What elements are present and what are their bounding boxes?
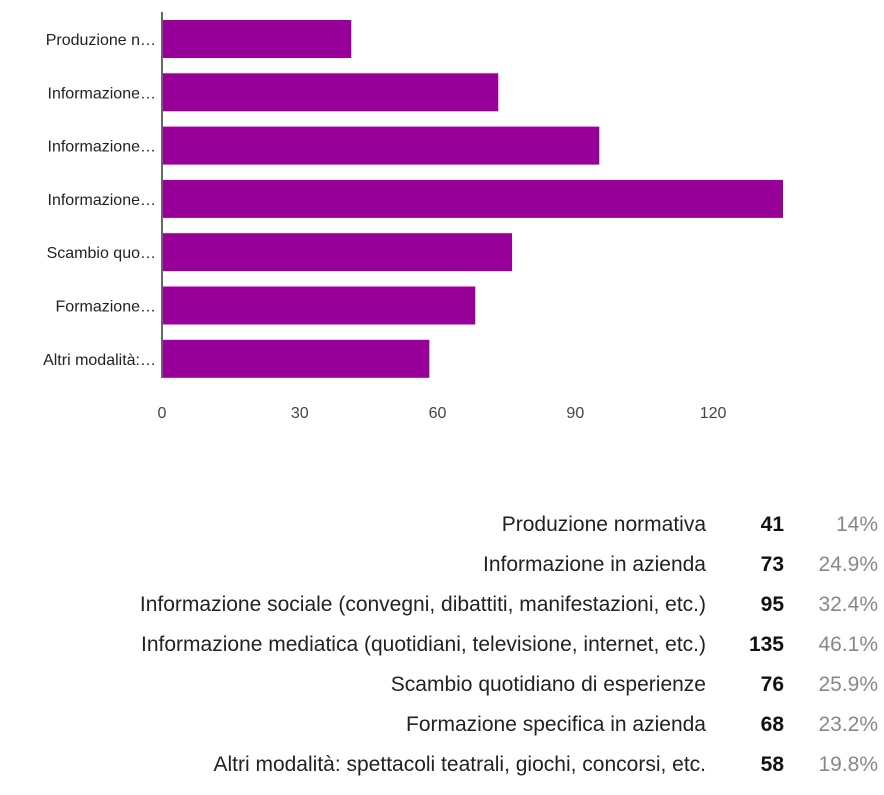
summary-percent: 32.4% (818, 593, 878, 616)
bar (163, 339, 430, 378)
category-label: Scambio quo… (47, 245, 156, 262)
summary-row: Formazione specifica in azienda 68 23.2% (0, 705, 884, 745)
summary-row: Produzione normativa 41 14% (0, 505, 884, 545)
summary-label: Scambio quotidiano di esperienze (390, 673, 706, 696)
summary-label: Informazione sociale (convegni, dibattit… (139, 593, 706, 616)
summary-count: 95 (760, 593, 784, 616)
category-label: Produzione n… (46, 32, 156, 49)
x-tick-label: 90 (566, 405, 584, 422)
bars-group (163, 20, 783, 378)
category-label: Altri modalità:… (43, 352, 156, 369)
summary-label: Produzione normativa (501, 513, 706, 536)
summary-label: Formazione specifica in azienda (406, 713, 706, 736)
summary-row: Informazione mediatica (quotidiani, tele… (0, 625, 884, 665)
x-tick-labels-group: 0 30 60 90 120 (158, 405, 727, 422)
x-tick-label: 30 (291, 405, 309, 422)
summary-count: 73 (760, 553, 784, 576)
summary-percent: 25.9% (818, 673, 878, 696)
summary-row: Scambio quotidiano di esperienze 76 25.9% (0, 665, 884, 705)
category-label: Informazione… (48, 139, 157, 156)
summary-row: Informazione in azienda 73 24.9% (0, 545, 884, 585)
bar (163, 73, 499, 112)
summary-count: 135 (748, 633, 784, 656)
summary-label: Informazione in azienda (483, 553, 706, 576)
summary-percent: 23.2% (818, 713, 878, 736)
x-tick-label: 120 (700, 405, 727, 422)
summary-row: Altri modalità: spettacoli teatrali, gio… (0, 745, 884, 785)
summary-count: 41 (760, 513, 784, 536)
category-label: Informazione… (48, 85, 157, 102)
summary-percent: 24.9% (818, 553, 878, 576)
summary-count: 76 (760, 673, 784, 696)
bar (163, 286, 476, 325)
bar (163, 233, 513, 272)
bar (163, 179, 783, 218)
category-labels-group: Produzione n… Informazione… Informazione… I… (43, 32, 156, 369)
summary-percent: 46.1% (818, 633, 878, 656)
summary-row: Informazione sociale (convegni, dibattit… (0, 585, 884, 625)
x-tick-label: 0 (158, 405, 167, 422)
summary-count: 58 (760, 753, 784, 776)
bar (163, 20, 352, 58)
summary-label: Altri modalità: spettacoli teatrali, gio… (213, 753, 706, 776)
summary-count: 68 (760, 713, 784, 736)
summary-percent: 14% (835, 513, 878, 536)
category-label: Informazione… (48, 192, 157, 209)
x-tick-label: 60 (429, 405, 447, 422)
category-label: Formazione… (56, 299, 156, 316)
summary-percent: 19.8% (818, 753, 878, 776)
bar (163, 126, 600, 165)
summary-label: Informazione mediatica (quotidiani, tele… (141, 633, 706, 656)
summary-table: Produzione normativa 41 14% Informazione in… (0, 505, 884, 785)
bar-chart: Produzione n… Informazione… Informazione… I… (43, 12, 783, 422)
